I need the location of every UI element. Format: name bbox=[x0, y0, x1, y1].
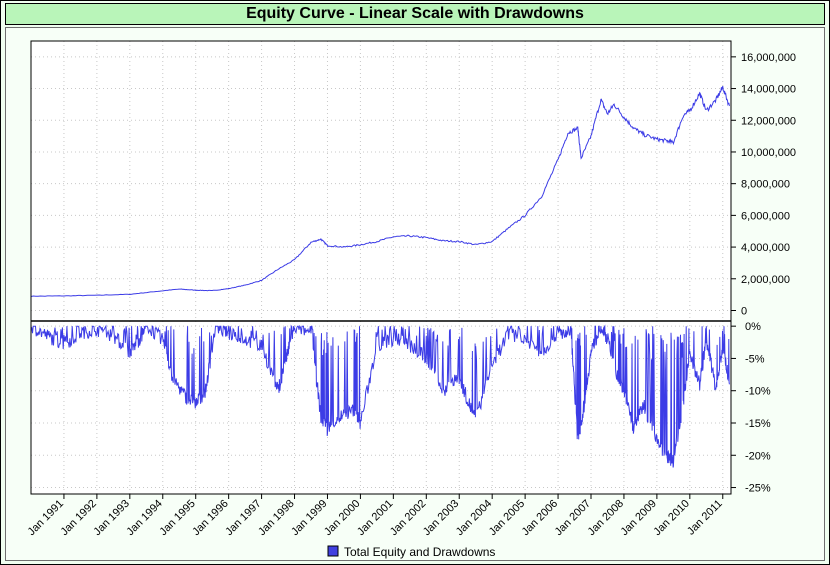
drawdown-y-tick-label: -5% bbox=[745, 353, 765, 365]
legend-label: Total Equity and Drawdowns bbox=[344, 545, 495, 559]
equity-y-tick-label: 14,000,000 bbox=[741, 84, 796, 96]
x-tick-label: Jan 2011 bbox=[685, 498, 725, 538]
equity-y-tick-label: 4,000,000 bbox=[741, 242, 790, 254]
equity-y-tick-label: 2,000,000 bbox=[741, 274, 790, 286]
chart-title: Equity Curve - Linear Scale with Drawdow… bbox=[5, 3, 825, 25]
legend-swatch bbox=[327, 545, 339, 557]
equity-plot-area bbox=[31, 41, 731, 320]
equity-y-tick-label: 8,000,000 bbox=[741, 179, 790, 191]
drawdown-y-tick-label: 0% bbox=[745, 321, 761, 333]
plot-border bbox=[30, 40, 732, 495]
equity-y-tick-label: 0 bbox=[741, 305, 747, 317]
drawdown-y-tick-label: -15% bbox=[745, 418, 771, 430]
drawdown-y-tick-label: -20% bbox=[745, 450, 771, 462]
drawdown-y-tick-label: -10% bbox=[745, 386, 771, 398]
equity-y-tick-label: 10,000,000 bbox=[741, 147, 796, 159]
x-tick-label: Jan 2010 bbox=[651, 498, 691, 538]
equity-y-tick-label: 16,000,000 bbox=[741, 52, 796, 64]
drawdown-y-tick-label: -25% bbox=[745, 483, 771, 495]
equity-y-tick-label: 12,000,000 bbox=[741, 115, 796, 127]
drawdown-line bbox=[30, 324, 730, 468]
equity-y-tick-label: 6,000,000 bbox=[741, 210, 790, 222]
equity-line bbox=[30, 86, 730, 297]
